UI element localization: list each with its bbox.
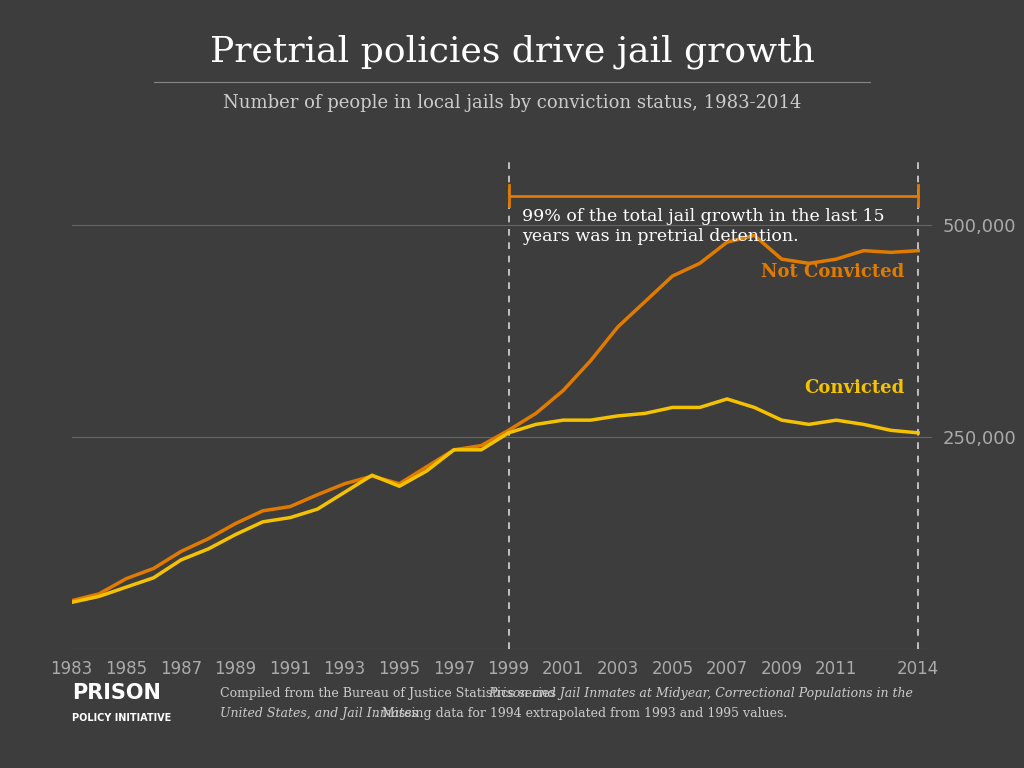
Text: POLICY INITIATIVE: POLICY INITIATIVE [72,713,171,723]
Text: . Missing data for 1994 extrapolated from 1993 and 1995 values.: . Missing data for 1994 extrapolated fro… [374,707,787,720]
Text: Not Convicted: Not Convicted [761,263,904,281]
Text: Number of people in local jails by conviction status, 1983-2014: Number of people in local jails by convi… [223,94,801,111]
Text: Compiled from the Bureau of Justice Statistics series: Compiled from the Bureau of Justice Stat… [220,687,560,700]
Text: Prison and Jail Inmates at Midyear, Correctional Populations in the: Prison and Jail Inmates at Midyear, Corr… [488,687,913,700]
Text: Convicted: Convicted [804,379,904,397]
Text: Pretrial policies drive jail growth: Pretrial policies drive jail growth [210,35,814,69]
Text: United States, and Jail Inmates: United States, and Jail Inmates [220,707,418,720]
Text: 99% of the total jail growth in the last 15
years was in pretrial detention.: 99% of the total jail growth in the last… [522,208,885,245]
Text: PRISON: PRISON [72,683,161,703]
